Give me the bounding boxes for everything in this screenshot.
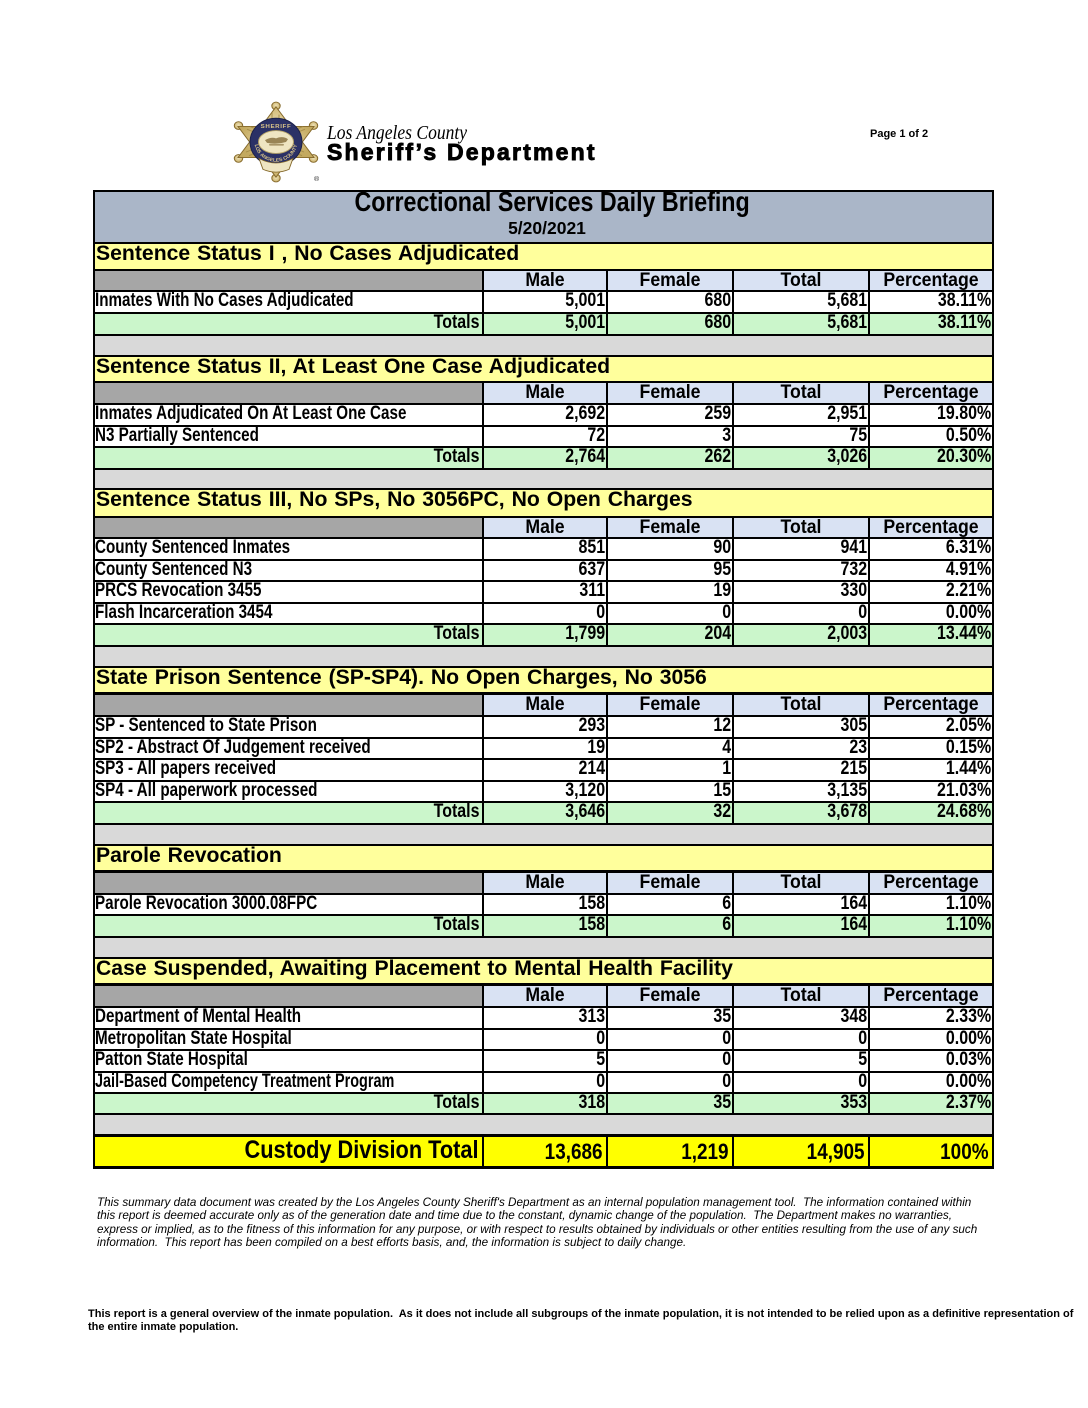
svg-text:SHERIFF: SHERIFF xyxy=(261,124,292,130)
svg-text:®: ® xyxy=(314,176,319,184)
